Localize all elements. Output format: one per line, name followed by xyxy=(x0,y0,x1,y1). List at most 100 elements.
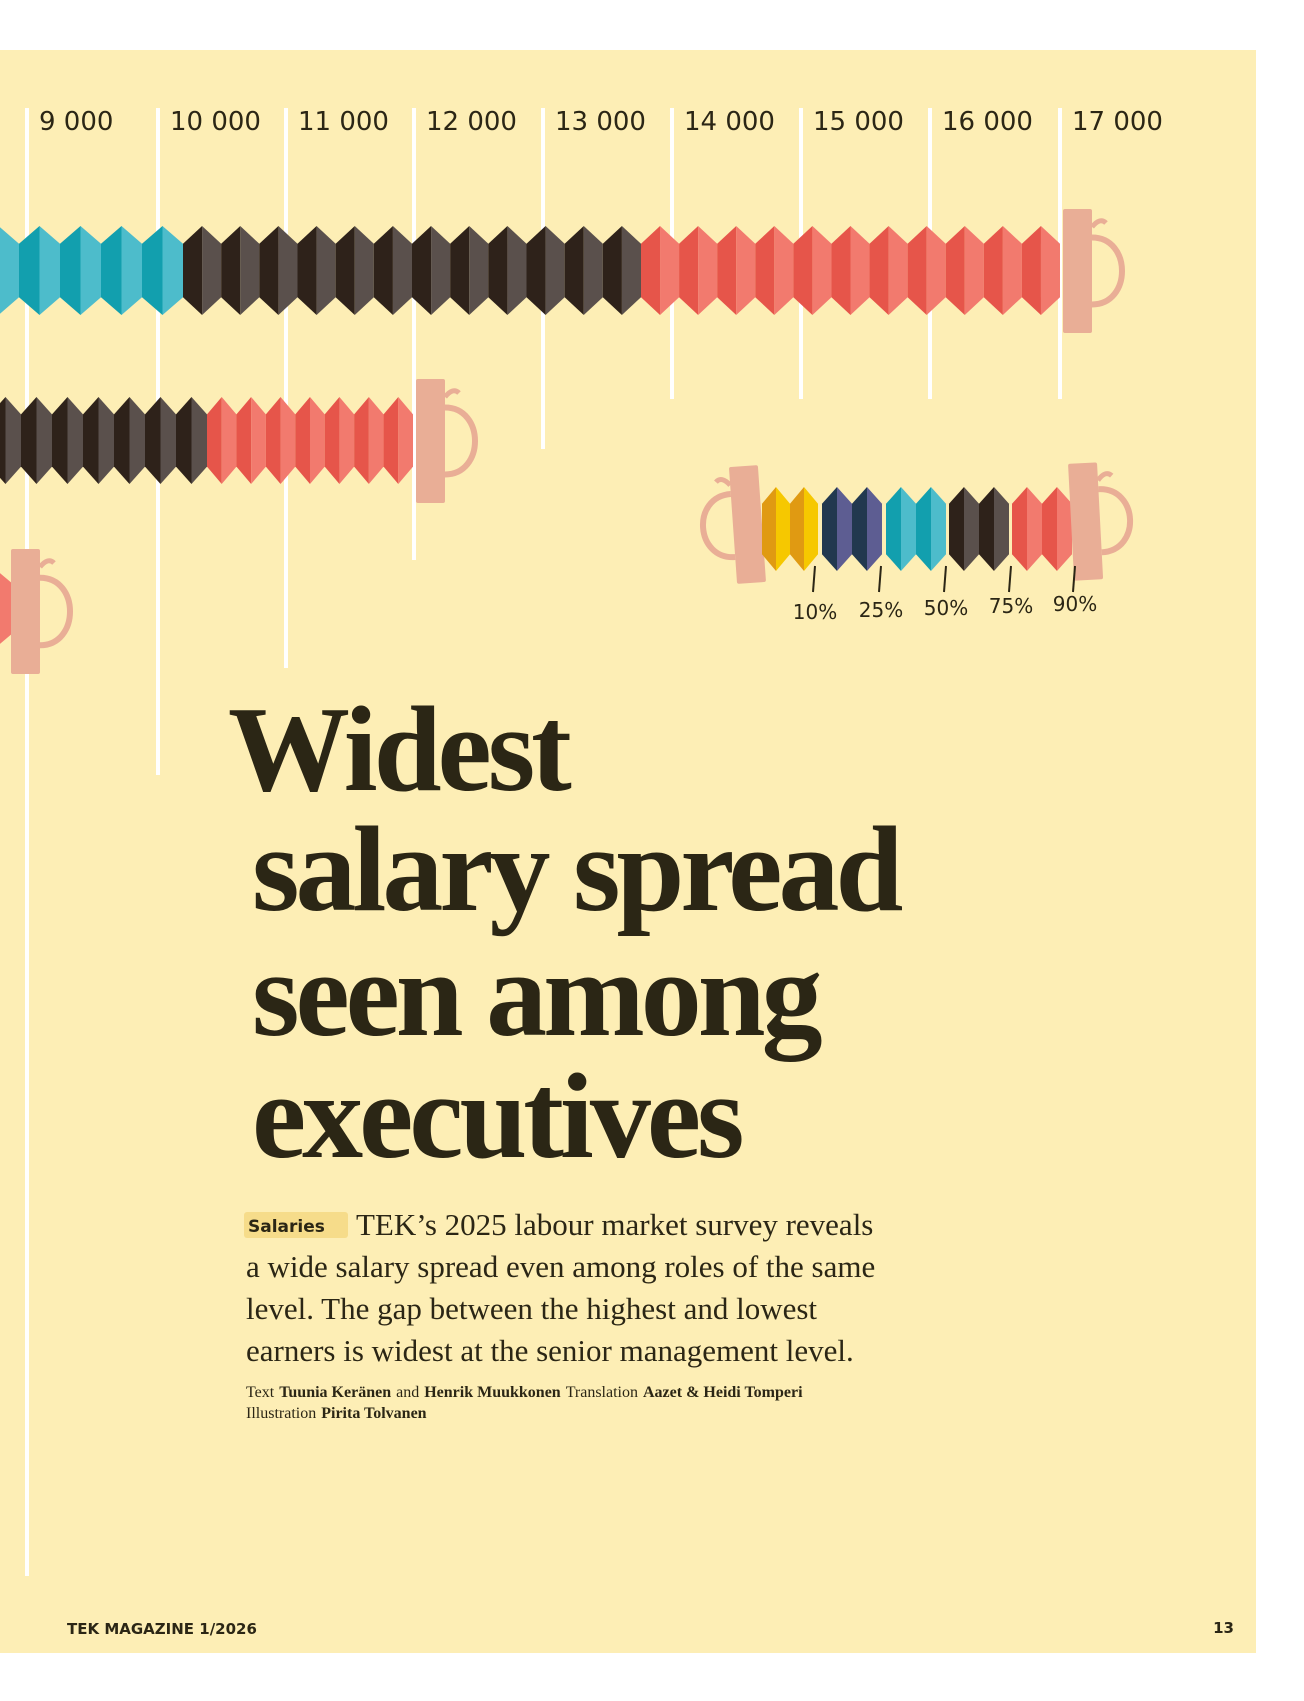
handle-plate xyxy=(729,465,766,584)
fold xyxy=(383,397,399,484)
fold xyxy=(931,487,946,571)
axis-label: 9 000 xyxy=(39,107,113,137)
fold xyxy=(945,226,965,315)
fold xyxy=(679,226,699,315)
background xyxy=(0,50,1256,1653)
fold xyxy=(98,397,114,484)
tag-highlight xyxy=(244,1212,348,1238)
fold xyxy=(901,487,916,571)
fold xyxy=(812,226,832,315)
fold xyxy=(852,487,867,571)
fold xyxy=(160,397,176,484)
fold xyxy=(67,397,83,484)
fold xyxy=(145,397,161,484)
legend-tick xyxy=(1008,565,1012,593)
fold xyxy=(698,226,718,315)
fold xyxy=(129,397,145,484)
fold xyxy=(916,487,931,571)
headline-line: salary spread xyxy=(252,802,902,937)
fold xyxy=(964,487,979,571)
section-tag: Salaries xyxy=(248,1217,325,1237)
legend-tick xyxy=(812,565,816,593)
fold xyxy=(869,226,889,315)
fold xyxy=(469,226,489,315)
footer-magazine: TEK MAGAZINE 1/2026 xyxy=(67,1620,257,1638)
axis-label: 17 000 xyxy=(1072,107,1163,137)
legend-label: 10% xyxy=(793,600,837,624)
handle-grip xyxy=(1095,471,1114,482)
fold xyxy=(121,226,142,315)
handle xyxy=(11,549,73,674)
handle-plate xyxy=(11,549,40,674)
fold xyxy=(80,226,101,315)
fold xyxy=(221,226,241,315)
handle-grip xyxy=(38,558,56,569)
fold xyxy=(36,397,52,484)
fold xyxy=(790,487,804,571)
headline-line: seen among xyxy=(252,927,822,1062)
fold xyxy=(392,226,412,315)
fold xyxy=(412,226,432,315)
fold xyxy=(207,397,222,484)
fold xyxy=(776,487,790,571)
fold xyxy=(354,226,374,315)
fold xyxy=(60,226,81,315)
axis-label: 13 000 xyxy=(555,107,646,137)
handle xyxy=(1068,462,1134,581)
fold xyxy=(39,226,60,315)
fold xyxy=(324,397,340,484)
legend-label: 75% xyxy=(989,594,1033,618)
fold xyxy=(583,226,603,315)
fold xyxy=(191,397,207,484)
fold xyxy=(339,397,355,484)
fold xyxy=(717,226,737,315)
credit-part: and xyxy=(396,1384,419,1401)
headline-line: executives xyxy=(252,1049,742,1184)
fold xyxy=(278,226,298,315)
legend-tick xyxy=(943,565,947,593)
fold xyxy=(1021,226,1041,315)
handle-grip xyxy=(444,404,478,478)
fold xyxy=(52,397,68,484)
axis-label: 16 000 xyxy=(942,107,1033,137)
fold xyxy=(297,226,317,315)
fold xyxy=(450,226,470,315)
credit-part: Text xyxy=(246,1384,275,1401)
credit-part: Illustration xyxy=(246,1405,316,1422)
fold xyxy=(564,226,584,315)
fold xyxy=(641,226,661,315)
text-layer: 9 000 10 000 11 000 12 000 13 000 14 000 15 00… xyxy=(39,107,1234,1638)
handle-grip xyxy=(443,388,461,399)
intro-line: level. The gap between the highest and l… xyxy=(246,1291,817,1326)
fold xyxy=(259,226,279,315)
axis-label: 15 000 xyxy=(813,107,904,137)
fold xyxy=(660,226,680,315)
headline-line: Widest xyxy=(228,682,572,817)
fold xyxy=(907,226,927,315)
fold xyxy=(240,226,260,315)
fold xyxy=(488,226,508,315)
credit-line: Text Tuunia Keränen and Henrik Muukkonen Tra… xyxy=(246,1384,803,1401)
fold xyxy=(368,397,384,484)
fold xyxy=(236,397,252,484)
handle xyxy=(700,465,766,584)
fold xyxy=(183,226,203,315)
fold xyxy=(1027,487,1042,571)
handle-grip xyxy=(1098,486,1134,556)
fold xyxy=(867,487,882,571)
fold xyxy=(837,487,852,571)
fold xyxy=(822,487,837,571)
credit-part: Henrik Muukkonen xyxy=(424,1384,561,1401)
axis-label: 14 000 xyxy=(684,107,775,137)
fold xyxy=(1002,226,1022,315)
fold xyxy=(983,226,1003,315)
fold xyxy=(886,487,901,571)
credit-part: Aazet & Heidi Tomperi xyxy=(643,1384,803,1401)
handle-grip xyxy=(1091,234,1125,308)
fold xyxy=(545,226,565,315)
fold xyxy=(1057,487,1072,571)
handle xyxy=(1063,209,1125,333)
fold xyxy=(621,226,641,315)
